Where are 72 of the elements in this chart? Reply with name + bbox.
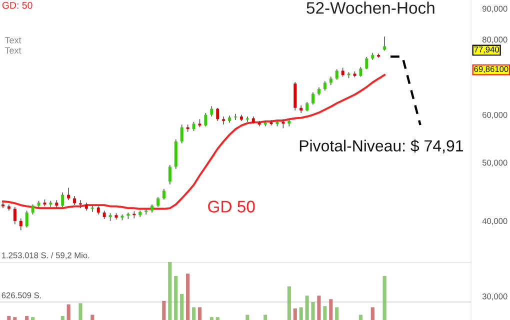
candlestick bbox=[210, 106, 214, 117]
bar bbox=[198, 307, 202, 320]
y-tick-label: 80,000 bbox=[482, 36, 508, 44]
bar bbox=[78, 303, 82, 320]
candlestick bbox=[13, 206, 16, 225]
candlestick bbox=[90, 205, 94, 212]
bar bbox=[174, 276, 178, 320]
bar bbox=[264, 314, 268, 320]
bar bbox=[90, 314, 94, 320]
y-tick-label: 30,000 bbox=[482, 293, 508, 300]
candlestick bbox=[168, 164, 172, 185]
chart-title: 52-Wochen-Hoch bbox=[306, 2, 434, 14]
y-tick-label: 60,000 bbox=[482, 112, 508, 119]
bar bbox=[370, 307, 374, 320]
text: 77,940 bbox=[474, 46, 499, 54]
bar bbox=[216, 317, 220, 320]
annotation: Pivotal-Niveau: $ 74,91 bbox=[300, 140, 463, 154]
bar bbox=[192, 307, 196, 320]
bar bbox=[25, 316, 29, 320]
bar bbox=[31, 317, 35, 320]
annotation: Text bbox=[4, 37, 22, 44]
candlestick bbox=[31, 204, 34, 215]
candlestick bbox=[156, 196, 160, 208]
y-tick-label: 50,000 bbox=[482, 160, 508, 167]
candlestick bbox=[192, 121, 196, 132]
candlestick bbox=[383, 36, 386, 51]
bar bbox=[60, 316, 64, 320]
bar bbox=[13, 317, 17, 320]
bar bbox=[329, 299, 333, 320]
bar bbox=[358, 314, 362, 320]
bar bbox=[382, 276, 386, 320]
candlestick bbox=[323, 80, 326, 92]
bar bbox=[335, 307, 339, 320]
candlestick bbox=[180, 124, 184, 144]
series-label: GD 50 bbox=[208, 200, 255, 212]
candlestick bbox=[306, 102, 309, 112]
candlestick bbox=[78, 200, 82, 209]
candlestick bbox=[365, 56, 368, 70]
candlestick bbox=[204, 112, 208, 127]
candlestick bbox=[335, 68, 338, 80]
bar bbox=[323, 306, 327, 320]
bar bbox=[246, 314, 250, 320]
bar bbox=[186, 274, 190, 320]
bar bbox=[293, 308, 297, 320]
bar bbox=[7, 316, 11, 320]
text: 69,86100 bbox=[474, 66, 508, 73]
bar bbox=[210, 317, 214, 320]
ref-line-label: 626.509 S. bbox=[2, 292, 41, 298]
ref-line-label: 1.253.018 S. / 59,2 Mio. bbox=[2, 252, 90, 260]
bar bbox=[305, 296, 309, 320]
annotation: Text bbox=[4, 47, 22, 54]
candlestick bbox=[234, 113, 237, 120]
candlestick bbox=[19, 218, 22, 231]
bar bbox=[287, 286, 291, 320]
candlestick bbox=[162, 188, 166, 200]
candlestick bbox=[312, 92, 314, 105]
bar bbox=[168, 262, 172, 320]
annotation: GD: 50 bbox=[2, 2, 32, 9]
y-tick-label: 40,000 bbox=[482, 218, 508, 226]
candlestick bbox=[359, 66, 362, 78]
candlestick bbox=[67, 187, 70, 201]
candlestick bbox=[73, 196, 76, 206]
candlestick bbox=[61, 192, 64, 208]
bar bbox=[317, 296, 321, 320]
candlestick bbox=[25, 210, 28, 228]
y-tick-label: 90,000 bbox=[482, 6, 508, 13]
bar bbox=[311, 302, 315, 320]
bar bbox=[299, 307, 303, 320]
bar bbox=[180, 294, 184, 320]
candlestick bbox=[216, 107, 220, 122]
bar bbox=[66, 304, 70, 320]
bar bbox=[162, 300, 166, 320]
